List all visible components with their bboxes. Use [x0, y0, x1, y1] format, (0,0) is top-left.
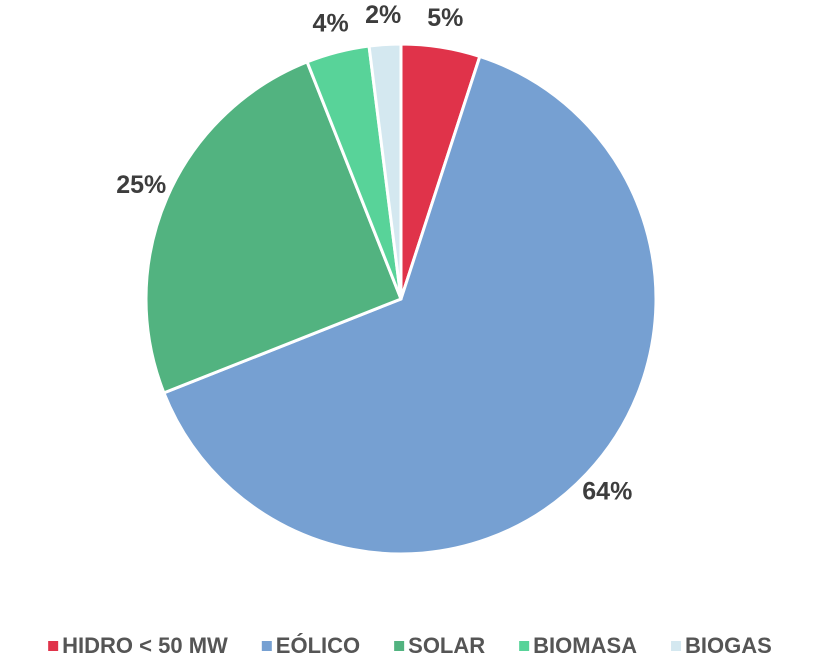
pie-slice	[162, 54, 658, 556]
data-label: 2%	[365, 1, 401, 29]
legend-swatch	[261, 641, 272, 651]
legend-label: BIOGAS	[685, 633, 772, 658]
data-label: 5%	[427, 4, 463, 32]
legend-swatch	[671, 641, 682, 651]
legend-label: SOLAR	[408, 633, 485, 658]
pie-slice	[144, 60, 403, 395]
legend-label: BIOMASA	[533, 633, 637, 658]
legend-swatch	[394, 641, 405, 651]
legend-swatch	[48, 641, 59, 651]
data-label: 64%	[582, 477, 632, 505]
legend-label: EÓLICO	[276, 633, 360, 658]
pie-slice	[367, 42, 403, 301]
legend-label: HIDRO < 50 MW	[62, 633, 228, 658]
legend-swatch	[519, 641, 530, 651]
data-label: 4%	[313, 10, 349, 38]
data-label: 25%	[116, 171, 166, 199]
